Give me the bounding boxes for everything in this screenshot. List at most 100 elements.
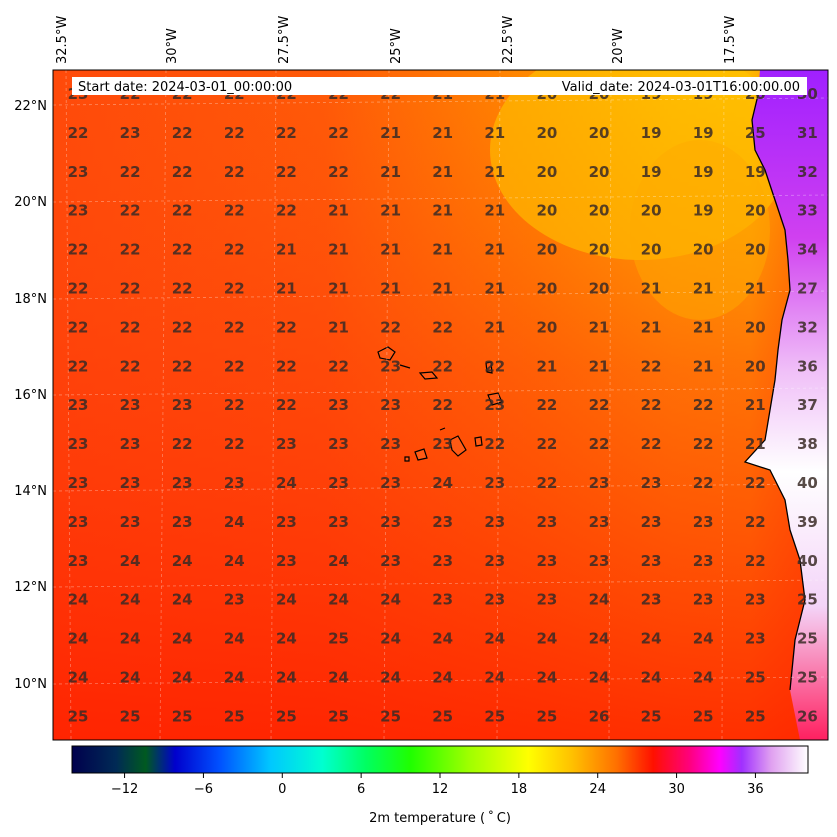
grid-value: 22 bbox=[120, 241, 141, 259]
grid-value: 23 bbox=[380, 474, 401, 492]
grid-value: 23 bbox=[120, 435, 141, 453]
grid-value: 20 bbox=[589, 202, 610, 220]
grid-value: 22 bbox=[224, 241, 245, 259]
grid-value: 20 bbox=[536, 280, 557, 298]
grid-value: 19 bbox=[693, 124, 714, 142]
colorbar-tick-label: −6 bbox=[194, 782, 213, 797]
longitude-label: 17.5°W bbox=[723, 16, 738, 64]
grid-value: 21 bbox=[432, 241, 453, 259]
grid-value: 21 bbox=[380, 241, 401, 259]
grid-value: 24 bbox=[120, 552, 141, 570]
longitude-labels: 32.5°W 30°W 27.5°W 25°W 22.5°W 20°W 17.5°W bbox=[55, 16, 738, 64]
grid-value: 25 bbox=[693, 707, 714, 725]
grid-value: 22 bbox=[589, 435, 610, 453]
grid-value: 21 bbox=[745, 435, 766, 453]
grid-value: 23 bbox=[745, 630, 766, 648]
grid-value: 22 bbox=[328, 163, 349, 181]
grid-value: 23 bbox=[276, 552, 297, 570]
grid-value: 22 bbox=[224, 202, 245, 220]
grid-value: 23 bbox=[432, 513, 453, 531]
grid-value: 24 bbox=[224, 630, 245, 648]
grid-value: 24 bbox=[432, 474, 453, 492]
grid-value: 23 bbox=[328, 396, 349, 414]
temperature-field: 2322222222222221212020191920302223222222… bbox=[53, 70, 828, 740]
grid-value: 21 bbox=[432, 163, 453, 181]
grid-value: 25 bbox=[745, 669, 766, 687]
grid-value: 21 bbox=[276, 241, 297, 259]
grid-value: 22 bbox=[536, 396, 557, 414]
grid-value: 23 bbox=[536, 513, 557, 531]
grid-value: 38 bbox=[797, 435, 818, 453]
longitude-label: 32.5°W bbox=[55, 16, 70, 64]
grid-value: 24 bbox=[536, 630, 557, 648]
grid-value: 21 bbox=[432, 280, 453, 298]
start-date-label: Start date: 2024-03-01_00:00:00 bbox=[78, 80, 292, 95]
grid-value: 19 bbox=[641, 124, 662, 142]
grid-value: 21 bbox=[484, 124, 505, 142]
grid-value: 22 bbox=[120, 357, 141, 375]
africa-landmass bbox=[745, 70, 828, 740]
grid-value: 25 bbox=[172, 707, 193, 725]
grid-value: 20 bbox=[745, 318, 766, 336]
grid-value: 20 bbox=[641, 202, 662, 220]
grid-value: 31 bbox=[797, 124, 818, 142]
grid-value: 21 bbox=[589, 318, 610, 336]
grid-value: 22 bbox=[536, 435, 557, 453]
grid-value: 21 bbox=[745, 396, 766, 414]
grid-value: 25 bbox=[328, 707, 349, 725]
grid-value: 22 bbox=[745, 513, 766, 531]
latitude-label: 20°N bbox=[14, 195, 47, 210]
grid-value: 22 bbox=[120, 280, 141, 298]
grid-value: 24 bbox=[380, 630, 401, 648]
longitude-label: 25°W bbox=[389, 28, 404, 64]
grid-value: 25 bbox=[328, 630, 349, 648]
grid-value: 23 bbox=[120, 124, 141, 142]
grid-value: 21 bbox=[693, 357, 714, 375]
grid-value: 23 bbox=[745, 591, 766, 609]
grid-value: 32 bbox=[797, 318, 818, 336]
grid-value: 22 bbox=[276, 318, 297, 336]
grid-value: 25 bbox=[797, 630, 818, 648]
grid-value: 22 bbox=[224, 435, 245, 453]
grid-value: 23 bbox=[172, 513, 193, 531]
grid-value: 23 bbox=[641, 591, 662, 609]
grid-value: 24 bbox=[641, 630, 662, 648]
grid-value: 20 bbox=[641, 241, 662, 259]
grid-value: 21 bbox=[693, 318, 714, 336]
grid-value: 23 bbox=[68, 202, 89, 220]
grid-value: 22 bbox=[172, 241, 193, 259]
grid-value: 23 bbox=[380, 396, 401, 414]
grid-value: 23 bbox=[68, 163, 89, 181]
grid-value: 23 bbox=[276, 435, 297, 453]
grid-value: 40 bbox=[797, 474, 818, 492]
grid-value: 23 bbox=[693, 513, 714, 531]
grid-value: 22 bbox=[693, 396, 714, 414]
grid-value: 24 bbox=[432, 630, 453, 648]
colorbar-label: 2m temperature ( ˚ C) bbox=[369, 810, 511, 826]
grid-value: 22 bbox=[276, 357, 297, 375]
grid-value: 23 bbox=[224, 474, 245, 492]
grid-value: 24 bbox=[276, 591, 297, 609]
grid-value: 21 bbox=[745, 280, 766, 298]
grid-value: 22 bbox=[172, 318, 193, 336]
map-frame bbox=[52, 69, 829, 741]
grid-value: 40 bbox=[797, 552, 818, 570]
grid-value: 21 bbox=[693, 280, 714, 298]
grid-value: 22 bbox=[224, 124, 245, 142]
latitude-label: 10°N bbox=[14, 677, 47, 692]
grid-value: 24 bbox=[641, 669, 662, 687]
grid-value: 22 bbox=[276, 202, 297, 220]
grid-value: 22 bbox=[693, 474, 714, 492]
grid-value: 20 bbox=[745, 357, 766, 375]
grid-value: 21 bbox=[328, 280, 349, 298]
grid-value: 22 bbox=[432, 396, 453, 414]
grid-value: 25 bbox=[745, 707, 766, 725]
grid-value: 22 bbox=[745, 474, 766, 492]
grid-value: 19 bbox=[693, 202, 714, 220]
grid-value: 23 bbox=[589, 513, 610, 531]
grid-value: 25 bbox=[276, 707, 297, 725]
cape-verde-islands bbox=[377, 346, 503, 462]
colorbar-tick-label: 30 bbox=[668, 782, 685, 797]
grid-value: 19 bbox=[641, 163, 662, 181]
grid-value: 24 bbox=[536, 669, 557, 687]
